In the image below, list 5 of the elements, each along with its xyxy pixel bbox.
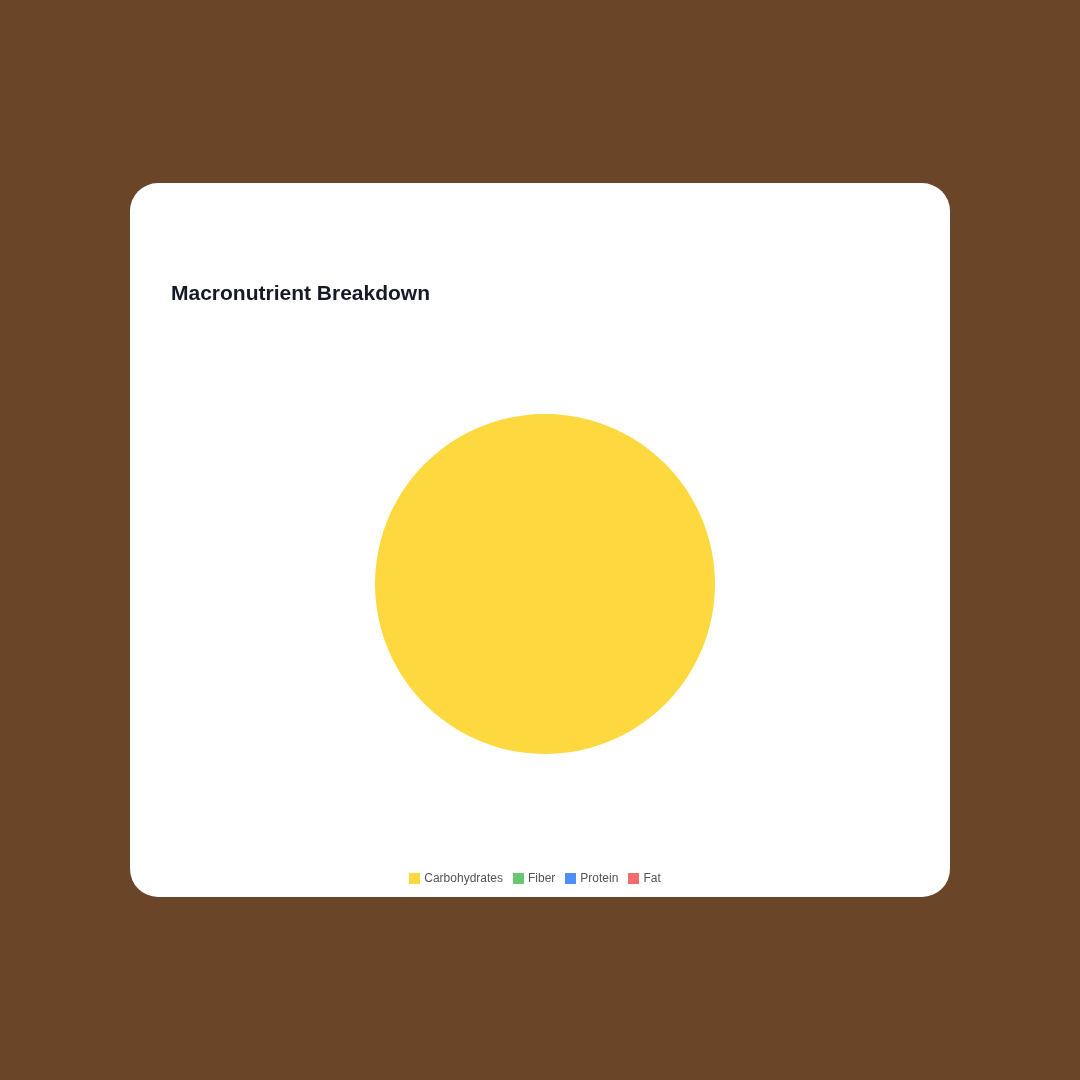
chart-title: Macronutrient Breakdown xyxy=(171,281,431,305)
legend-label: Carbohydrates xyxy=(424,871,503,885)
legend-label: Fiber xyxy=(528,871,556,885)
legend-label: Protein xyxy=(580,871,619,885)
legend-label: Fat xyxy=(643,871,661,885)
